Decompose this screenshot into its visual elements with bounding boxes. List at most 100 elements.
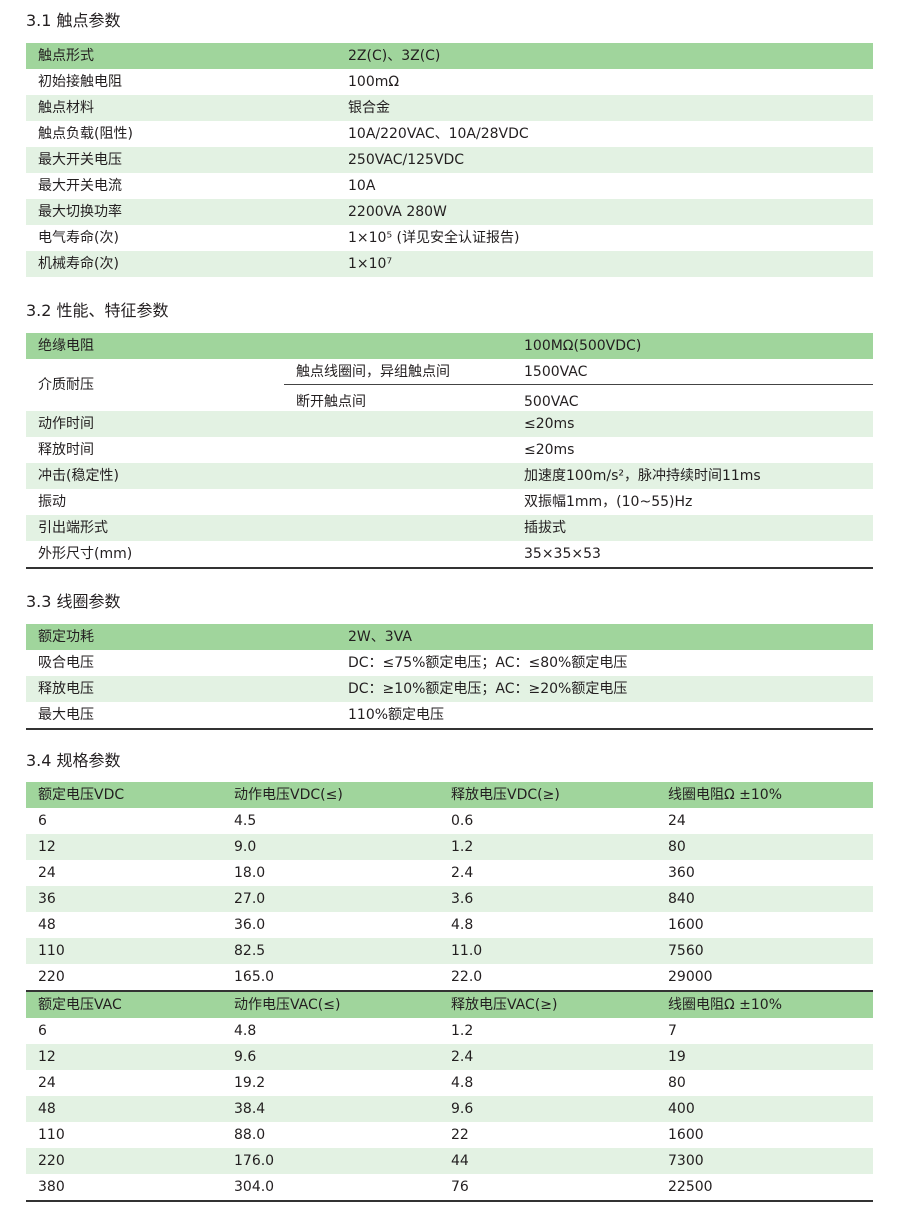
table-row: 触点负载(阻性) 10A/220VAC、10A/28VDC [26, 121, 873, 147]
table-row: 吸合电压 DC：≤75%额定电压；AC：≤80%额定电压 [26, 650, 873, 676]
cell: 额定功耗 [38, 629, 94, 645]
dc-spec-table: 额定电压VDC 动作电压VDC(≤) 释放电压VDC(≥) 线圈电阻Ω ±10% 6 4.… [26, 782, 873, 992]
cell: 7300 [668, 1153, 704, 1169]
table-row: 24 18.0 2.4 360 [26, 860, 873, 886]
cell: 线圈电阻Ω ±10% [668, 997, 782, 1013]
cell: 36 [38, 891, 56, 907]
cell: 外形尺寸(mm) [38, 546, 133, 562]
cell: 76 [451, 1179, 469, 1195]
table-row: 释放电压 DC：≥10%额定电压；AC：≥20%额定电压 [26, 676, 873, 702]
cell: 6 [38, 1023, 47, 1039]
cell: 82.5 [234, 943, 266, 959]
cell: 绝缘电阻 [38, 338, 94, 354]
cell: 110 [38, 1127, 65, 1143]
cell: ≤20ms [524, 442, 575, 458]
table-row: 引出端形式 插拔式 [26, 515, 873, 541]
cell: 12 [38, 1049, 56, 1065]
cell: 动作电压VAC(≤) [234, 997, 341, 1013]
cell: 电气寿命(次) [38, 230, 119, 246]
cell: 振动 [38, 494, 66, 510]
cell: DC：≥10%额定电压；AC：≥20%额定电压 [348, 681, 628, 697]
table-row: 6 4.8 1.2 7 [26, 1018, 873, 1044]
cell: 9.6 [451, 1101, 474, 1117]
cell: 引出端形式 [38, 520, 108, 536]
dielectric-subrow: 断开触点间 500VAC [284, 385, 873, 411]
cell: 4.8 [451, 1075, 474, 1091]
cell: 500VAC [524, 394, 579, 410]
cell: ≤20ms [524, 416, 575, 432]
cell: 触点线圈间，异组触点间 [296, 364, 450, 380]
table-row: 机械寿命(次) 1×10⁷ [26, 251, 873, 277]
table-row: 12 9.0 1.2 80 [26, 834, 873, 860]
ac-spec-table: 额定电压VAC 动作电压VAC(≤) 释放电压VAC(≥) 线圈电阻Ω ±10% 6 4.… [26, 992, 873, 1202]
cell: 插拔式 [524, 520, 566, 536]
dielectric-row: 介质耐压 触点线圈间，异组触点间 1500VAC 断开触点间 500VAC [26, 359, 873, 411]
cell: 1×10⁵ (详见安全认证报告) [348, 230, 520, 246]
cell: 9.6 [234, 1049, 257, 1065]
table-header-row: 额定电压VDC 动作电压VDC(≤) 释放电压VDC(≥) 线圈电阻Ω ±10% [26, 782, 873, 808]
table-row: 110 88.0 22 1600 [26, 1122, 873, 1148]
cell: 380 [38, 1179, 65, 1195]
table-row: 220 176.0 44 7300 [26, 1148, 873, 1174]
table-row: 最大切换功率 2200VA 280W [26, 199, 873, 225]
cell: 1×10⁷ [348, 256, 393, 272]
cell: DC：≤75%额定电压；AC：≤80%额定电压 [348, 655, 628, 671]
cell: 释放电压VDC(≥) [451, 787, 560, 803]
cell: 机械寿命(次) [38, 256, 119, 272]
cell: 释放时间 [38, 442, 94, 458]
contact-params-table: 触点形式 2Z(C)、3Z(C) 初始接触电阻 100mΩ 触点材料 银合金 触点负载(阻性… [26, 43, 873, 277]
cell: 24 [38, 1075, 56, 1091]
table-row: 48 38.4 9.6 400 [26, 1096, 873, 1122]
table-row: 绝缘电阻 100MΩ(500VDC) [26, 333, 873, 359]
dielectric-subrow: 触点线圈间，异组触点间 1500VAC [284, 359, 873, 385]
cell: 加速度100m/s²，脉冲持续时间11ms [524, 468, 761, 484]
table-row: 380 304.0 76 22500 [26, 1174, 873, 1200]
cell: 6 [38, 813, 47, 829]
cell: 22.0 [451, 969, 483, 985]
cell: 4.8 [451, 917, 474, 933]
table-row: 外形尺寸(mm) 35×35×53 [26, 541, 873, 567]
table-row: 最大开关电流 10A [26, 173, 873, 199]
cell: 额定电压VDC [38, 787, 125, 803]
cell: 线圈电阻Ω ±10% [668, 787, 782, 803]
cell: 最大电压 [38, 707, 94, 723]
cell: 2W、3VA [348, 629, 412, 645]
coil-params-table: 额定功耗 2W、3VA 吸合电压 DC：≤75%额定电压；AC：≤80%额定电压释放电… [26, 624, 873, 730]
cell: 29000 [668, 969, 713, 985]
table-row: 48 36.0 4.8 1600 [26, 912, 873, 938]
table-row: 电气寿命(次) 1×10⁵ (详见安全认证报告) [26, 225, 873, 251]
cell: 24 [38, 865, 56, 881]
cell: 2.4 [451, 1049, 474, 1065]
cell: 304.0 [234, 1179, 275, 1195]
cell: 双振幅1mm，(10~55)Hz [524, 494, 693, 510]
cell: 10A [348, 178, 376, 194]
cell: 触点形式 [38, 48, 94, 64]
cell: 7 [668, 1023, 677, 1039]
cell: 1500VAC [524, 364, 588, 380]
cell: 3.6 [451, 891, 474, 907]
table-row: 36 27.0 3.6 840 [26, 886, 873, 912]
table-row: 振动 双振幅1mm，(10~55)Hz [26, 489, 873, 515]
cell: 吸合电压 [38, 655, 94, 671]
cell: 释放电压 [38, 681, 94, 697]
table-header-row: 额定电压VAC 动作电压VAC(≤) 释放电压VAC(≥) 线圈电阻Ω ±10% [26, 992, 873, 1018]
cell: 38.4 [234, 1101, 266, 1117]
cell: 最大开关电压 [38, 152, 122, 168]
cell: 释放电压VAC(≥) [451, 997, 558, 1013]
cell: 165.0 [234, 969, 275, 985]
performance-params-table: 绝缘电阻 100MΩ(500VDC) 介质耐压 触点线圈间，异组触点间 1500VAC 断… [26, 333, 873, 569]
cell: 额定电压VAC [38, 997, 122, 1013]
cell: 360 [668, 865, 695, 881]
cell: 2Z(C)、3Z(C) [348, 48, 441, 64]
cell: 110 [38, 943, 65, 959]
cell: 最大切换功率 [38, 204, 122, 220]
section-title-spec: 3.4 规格参数 [26, 751, 121, 770]
cell: 2200VA 280W [348, 204, 447, 220]
cell: 220 [38, 969, 65, 985]
cell: 9.0 [234, 839, 257, 855]
cell: 0.6 [451, 813, 474, 829]
cell: 1600 [668, 917, 704, 933]
table-row: 110 82.5 11.0 7560 [26, 938, 873, 964]
cell: 7560 [668, 943, 704, 959]
cell: 35×35×53 [524, 546, 601, 562]
